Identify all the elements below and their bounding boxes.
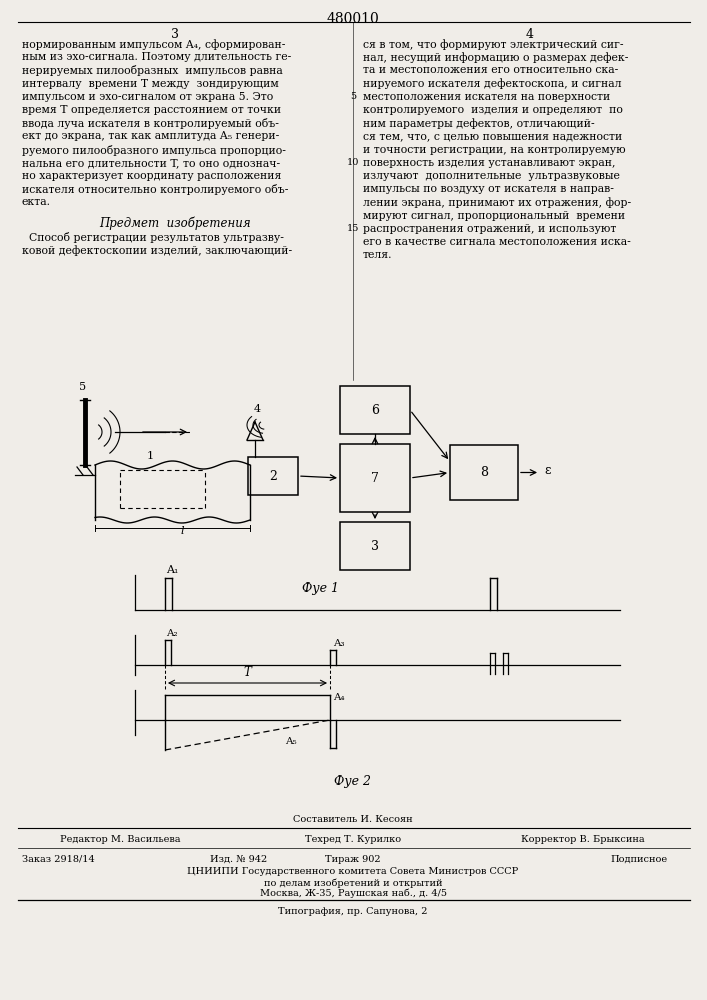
Text: нальна его длительности T, то оно однознач-: нальна его длительности T, то оно однозн… (22, 158, 280, 168)
Text: местоположения искателя на поверхности: местоположения искателя на поверхности (363, 92, 610, 102)
Text: нируемого искателя дефектоскопа, и сигнал: нируемого искателя дефектоскопа, и сигна… (363, 79, 621, 89)
Text: Предмет  изобретения: Предмет изобретения (99, 217, 251, 230)
Text: ЦНИИПИ Государственного комитета Совета Министров СССР: ЦНИИПИ Государственного комитета Совета … (187, 867, 519, 876)
Bar (450, 445, 518, 500)
Text: ковой дефектоскопии изделий, заключающий-: ковой дефектоскопии изделий, заключающий… (22, 245, 292, 256)
Text: Редактор М. Васильева: Редактор М. Васильева (60, 835, 180, 844)
Text: Фуе 1: Фуе 1 (301, 582, 339, 595)
Text: Заказ 2918/14: Заказ 2918/14 (22, 855, 95, 864)
Text: руемого пилообразного импульса пропорцио-: руемого пилообразного импульса пропорцио… (22, 145, 286, 156)
Text: Тираж 902: Тираж 902 (325, 855, 381, 864)
Text: 10: 10 (347, 158, 359, 167)
Text: нал, несущий информацию о размерах дефек-: нал, несущий информацию о размерах дефек… (363, 52, 629, 63)
Text: Фуе 2: Фуе 2 (334, 775, 371, 788)
Bar (340, 444, 410, 512)
Text: искателя относительно контролируемого объ-: искателя относительно контролируемого об… (22, 184, 288, 195)
Text: 1: 1 (146, 451, 153, 461)
Text: 8: 8 (480, 466, 488, 479)
Text: та и местоположения его относительно ска-: та и местоположения его относительно ска… (363, 65, 618, 75)
Text: поверхность изделия устанавливают экран,: поверхность изделия устанавливают экран, (363, 158, 616, 168)
Text: время T определяется расстоянием от точки: время T определяется расстоянием от точк… (22, 105, 281, 115)
Text: A₁: A₁ (166, 565, 178, 575)
Text: T: T (244, 666, 252, 679)
Text: Подписное: Подписное (611, 855, 668, 864)
Text: Корректор В. Брыксина: Корректор В. Брыксина (521, 835, 645, 844)
Text: ся тем, что, с целью повышения надежности: ся тем, что, с целью повышения надежност… (363, 131, 622, 141)
Text: интервалу  времени T между  зондирующим: интервалу времени T между зондирующим (22, 79, 279, 89)
Text: Изд. № 942: Изд. № 942 (210, 855, 267, 864)
Text: нерируемых пилообразных  импульсов равна: нерируемых пилообразных импульсов равна (22, 65, 283, 76)
Bar (340, 522, 410, 570)
Text: ся в том, что формируют электрический сиг-: ся в том, что формируют электрический си… (363, 39, 624, 50)
Text: 7: 7 (371, 472, 379, 485)
Text: l: l (181, 526, 185, 536)
Text: импульсы по воздуху от искателя в направ-: импульсы по воздуху от искателя в направ… (363, 184, 614, 194)
Text: 2: 2 (269, 470, 277, 483)
Text: и точности регистрации, на контролируемую: и точности регистрации, на контролируему… (363, 145, 626, 155)
Text: A₅: A₅ (285, 738, 297, 746)
Bar (340, 386, 410, 434)
Text: A₂: A₂ (166, 629, 177, 638)
Text: по делам изобретений и открытий: по делам изобретений и открытий (264, 878, 443, 888)
Text: 4: 4 (526, 28, 534, 41)
Text: ε: ε (544, 464, 551, 477)
Text: 3: 3 (371, 540, 379, 552)
Bar (248, 457, 298, 495)
Text: Составитель И. Кесоян: Составитель И. Кесоян (293, 815, 413, 824)
Text: лении экрана, принимают их отражения, фор-: лении экрана, принимают их отражения, фо… (363, 197, 631, 208)
Text: Типография, пр. Сапунова, 2: Типография, пр. Сапунова, 2 (279, 907, 428, 916)
Text: ним параметры дефектов, отличающий-: ним параметры дефектов, отличающий- (363, 118, 595, 129)
Text: Способ регистрации результатов ультразву-: Способ регистрации результатов ультразву… (22, 232, 284, 243)
Text: мируют сигнал, пропорциональный  времени: мируют сигнал, пропорциональный времени (363, 211, 625, 221)
Text: 4: 4 (253, 404, 261, 414)
Text: екта.: екта. (22, 197, 51, 207)
Text: импульсом и эхо-сигналом от экрана 5. Это: импульсом и эхо-сигналом от экрана 5. Эт… (22, 92, 273, 102)
Text: теля.: теля. (363, 250, 392, 260)
Text: ным из эхо-сигнала. Поэтому длительность ге-: ным из эхо-сигнала. Поэтому длительность… (22, 52, 291, 62)
Text: контролируемого  изделия и определяют  по: контролируемого изделия и определяют по (363, 105, 623, 115)
Text: 480010: 480010 (327, 12, 380, 26)
Text: 3: 3 (171, 28, 179, 41)
Text: излучают  дополнительные  ультразвуковые: излучают дополнительные ультразвуковые (363, 171, 620, 181)
Text: но характеризует координату расположения: но характеризует координату расположения (22, 171, 281, 181)
Text: A₄: A₄ (333, 694, 344, 702)
Text: A₃: A₃ (333, 639, 344, 648)
Text: Москва, Ж-35, Раушская наб., д. 4/5: Москва, Ж-35, Раушская наб., д. 4/5 (259, 889, 447, 898)
Text: 5: 5 (79, 382, 86, 392)
Text: ект до экрана, так как амплитуда A₅ генери-: ект до экрана, так как амплитуда A₅ гене… (22, 131, 279, 141)
Text: нормированным импульсом A₄, сформирован-: нормированным импульсом A₄, сформирован- (22, 39, 286, 50)
Text: распространения отражений, и используют: распространения отражений, и используют (363, 224, 617, 234)
Text: 6: 6 (371, 403, 379, 416)
Text: 5: 5 (350, 92, 356, 101)
Text: ввода луча искателя в контролируемый объ-: ввода луча искателя в контролируемый объ… (22, 118, 279, 129)
Text: 15: 15 (347, 224, 359, 233)
Text: Техред Т. Курилко: Техред Т. Курилко (305, 835, 401, 844)
Text: его в качестве сигнала местоположения иска-: его в качестве сигнала местоположения ис… (363, 237, 631, 247)
